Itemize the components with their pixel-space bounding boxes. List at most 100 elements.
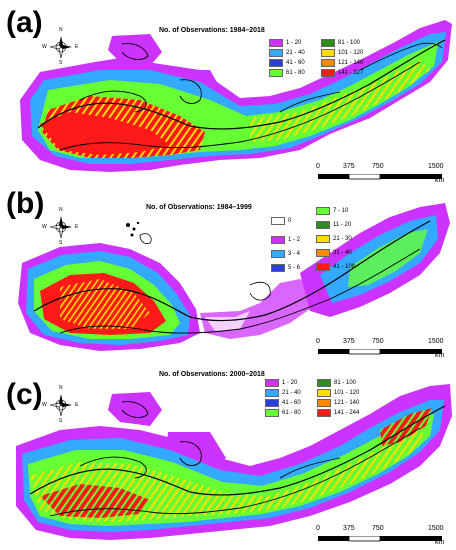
legend-item: 141 - 244 <box>317 408 359 417</box>
compass-w: W <box>42 44 47 50</box>
legend-swatch <box>316 234 330 243</box>
legend-label: 1 - 2 <box>288 236 301 243</box>
legend-title: No. of Observations: 1984–2018 <box>159 27 265 34</box>
scale-tick: 0 <box>316 163 320 170</box>
legend-swatch <box>317 378 331 387</box>
compass-s: S <box>59 418 63 424</box>
panel-label: (b) <box>6 187 45 220</box>
legend-item: 0 <box>271 216 291 225</box>
scale-tick: 750 <box>372 163 384 170</box>
legend-swatch <box>316 248 330 257</box>
legend-item: 101 - 120 <box>317 388 359 397</box>
legend-label: 21 - 30 <box>333 235 352 242</box>
compass-n: N <box>59 27 63 33</box>
legend-label: 3 - 4 <box>288 250 301 257</box>
legend-item: 5 - 6 <box>271 263 300 272</box>
legend-swatch <box>265 388 279 397</box>
scale-tick: 375 <box>343 525 355 532</box>
legend-item: 31 - 40 <box>316 248 352 257</box>
legend-label: 61 - 80 <box>282 409 301 416</box>
scale-tick: 1500 <box>428 163 444 170</box>
north-arrow-icon: N S W E <box>42 385 78 424</box>
legend-swatch <box>321 58 335 67</box>
legend-label: 101 - 120 <box>334 389 360 396</box>
legend-swatch <box>316 262 330 271</box>
legend: 0 1 - 2 3 - 4 5 - 6 7 - 10 11 - 20 21 - … <box>271 206 441 276</box>
legend-swatch <box>317 408 331 417</box>
north-arrow-icon: N S W E <box>42 207 78 246</box>
legend-label: 41 - 60 <box>286 59 305 66</box>
legend-item: 61 - 80 <box>269 68 305 77</box>
scale-unit: km <box>435 352 445 359</box>
legend-label: 0 <box>288 217 292 224</box>
legend-swatch <box>271 235 285 244</box>
legend-item: 41 - 60 <box>265 398 301 407</box>
legend-label: 1 - 20 <box>282 379 298 386</box>
legend-label: 5 - 6 <box>288 264 301 271</box>
legend-label: 101 - 120 <box>338 49 364 56</box>
scale-tick: 750 <box>372 338 384 345</box>
legend-label: 41 - 108 <box>333 263 356 270</box>
scale-unit: km <box>435 539 445 546</box>
legend-label: 81 - 100 <box>338 39 361 46</box>
legend: 1 - 20 21 - 40 41 - 60 61 - 80 81 - 100 … <box>269 38 439 78</box>
legend-swatch <box>265 408 279 417</box>
scale-tick: 0 <box>316 525 320 532</box>
legend-label: 41 - 60 <box>282 399 301 406</box>
legend-label: 21 - 40 <box>286 49 305 56</box>
legend-swatch <box>316 206 330 215</box>
compass-s: S <box>59 240 63 246</box>
legend-swatch <box>317 398 331 407</box>
observation-map-b <box>18 203 450 351</box>
legend-swatch <box>316 220 330 229</box>
scale-tick: 1500 <box>428 525 444 532</box>
north-arrow-icon: N S W E <box>42 27 78 66</box>
legend-item: 21 - 30 <box>316 234 352 243</box>
observation-map-a <box>20 20 452 172</box>
scale-tick: 750 <box>372 525 384 532</box>
legend-item: 7 - 10 <box>316 206 348 215</box>
panel-label: (c) <box>6 378 43 411</box>
legend-label: 121 - 140 <box>334 399 360 406</box>
legend-item: 61 - 80 <box>265 408 301 417</box>
compass-w: W <box>42 224 47 230</box>
scale-tick: 1500 <box>428 338 444 345</box>
legend-item: 3 - 4 <box>271 249 300 258</box>
legend-item: 81 - 100 <box>317 378 356 387</box>
legend-swatch <box>321 68 335 77</box>
legend-swatch <box>269 48 283 57</box>
legend-title: No. of Observations: 2000–2018 <box>159 371 265 378</box>
scale-tick: 0 <box>316 338 320 345</box>
legend-item: 1 - 20 <box>265 378 297 387</box>
compass-e: E <box>75 44 79 50</box>
legend-label: 11 - 20 <box>333 221 352 228</box>
legend-item: 21 - 40 <box>269 48 305 57</box>
legend-item: 121 - 140 <box>321 58 363 67</box>
scale-bar: 0 375 750 1500 km <box>314 525 454 547</box>
legend-label: 141 - 244 <box>334 409 360 416</box>
legend-swatch <box>321 38 335 47</box>
legend-item: 1 - 20 <box>269 38 301 47</box>
panel-c: (c) N S W E No. of Observations: 2000–20… <box>0 366 456 550</box>
scale-bar: 0 375 750 1500 km <box>314 163 454 184</box>
compass-w: W <box>42 402 47 408</box>
legend-item: 41 - 60 <box>269 58 305 67</box>
legend-item: 121 - 140 <box>317 398 359 407</box>
panel-label: (a) <box>6 6 43 39</box>
observation-map-c <box>16 384 452 540</box>
legend-swatch <box>271 263 285 272</box>
legend-swatch <box>321 48 335 57</box>
legend-label: 81 - 100 <box>334 379 357 386</box>
scale-tick: 375 <box>343 163 355 170</box>
legend-item: 41 - 108 <box>316 262 355 271</box>
scale-bar: 0 375 750 1500 km <box>314 338 454 359</box>
legend-title: No. of Observations: 1984–1999 <box>146 204 252 211</box>
legend-item: 81 - 100 <box>321 38 360 47</box>
legend-item: 101 - 120 <box>321 48 363 57</box>
compass-n: N <box>59 207 63 213</box>
legend-label: 21 - 40 <box>282 389 301 396</box>
legend: 1 - 20 21 - 40 41 - 60 61 - 80 81 - 100 … <box>265 378 435 418</box>
legend-label: 1 - 20 <box>286 39 302 46</box>
compass-s: S <box>59 60 63 66</box>
panel-b: (b) N S W E No. of Observations: 1984–19… <box>0 183 456 366</box>
